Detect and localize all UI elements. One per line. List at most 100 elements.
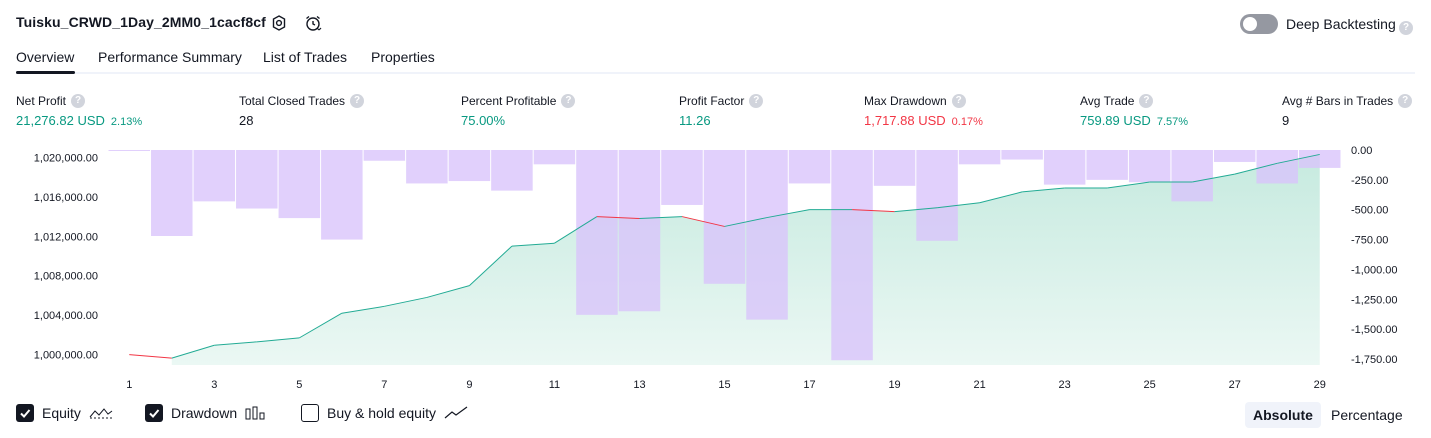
trend-line-icon (444, 406, 468, 419)
strategy-title: Tuisku_CRWD_1Day_2MM0_1cacf8cf (16, 14, 266, 30)
equity-line-segment (299, 312, 343, 339)
question-icon[interactable]: ? (561, 94, 576, 108)
equity-line-segment (171, 344, 215, 359)
drawdown-label: Drawdown (171, 405, 238, 421)
drawdown-bar (193, 150, 236, 202)
metric-label: Max Drawdown (864, 94, 947, 108)
absolute-button[interactable]: Absolute (1245, 402, 1321, 428)
question-icon[interactable]: ? (350, 94, 365, 108)
tab-overview[interactable]: Overview (16, 49, 75, 65)
y-right-tick-label: -250.00 (1351, 175, 1388, 187)
drawdown-bar (746, 150, 788, 320)
drawdown-bar (533, 150, 576, 165)
equity-label: Equity (42, 405, 81, 421)
drawdown-bar (1128, 150, 1171, 183)
x-tick-label: 7 (381, 379, 387, 390)
x-tick-label: 25 (1144, 379, 1156, 390)
equity-line-segment (129, 354, 172, 359)
drawdown-bar (108, 150, 151, 151)
question-icon[interactable]: ? (1139, 94, 1154, 108)
metric-label: Percent Profitable (461, 94, 557, 108)
alarm-clock-icon-glyph (306, 15, 322, 31)
equity-line-segment (426, 285, 470, 298)
metric-label: Net Profit (16, 94, 67, 108)
percentage-button[interactable]: Percentage (1331, 407, 1403, 423)
equity-line-segment (1277, 153, 1320, 164)
equity-line-segment (894, 207, 938, 213)
x-tick-label: 9 (466, 379, 472, 390)
metric-value: 21,276.82 USD (16, 113, 105, 128)
metric-max-drawdown: Max Drawdown? 1,717.88 USD 0.17% (864, 94, 983, 128)
y-left-tick-label: 1,004,000.00 (34, 310, 98, 322)
metric-value: 28 (239, 113, 254, 128)
settings-icon[interactable] (269, 13, 289, 33)
metric-label: Avg Trade (1080, 94, 1135, 108)
toggle-knob (1243, 17, 1257, 31)
metric-value: 759.89 USD (1080, 113, 1151, 128)
drawdown-bar (661, 150, 703, 205)
x-tick-label: 19 (888, 379, 900, 390)
drawdown-bar (151, 150, 193, 236)
legend-drawdown[interactable]: Drawdown (145, 404, 267, 422)
question-icon[interactable]: ? (1399, 21, 1413, 35)
metric-label: Profit Factor (679, 94, 745, 108)
metric-value: 1,717.88 USD (864, 113, 946, 128)
equity-line-segment (1234, 162, 1278, 175)
equity-line-icon (89, 408, 113, 419)
deep-backtesting-toggle[interactable] (1240, 14, 1278, 34)
x-tick-label: 5 (296, 379, 302, 390)
drawdown-bar (788, 150, 831, 184)
x-tick-label: 21 (973, 379, 985, 390)
deep-backtesting-label: Deep Backtesting (1286, 16, 1396, 32)
question-icon[interactable]: ? (1398, 94, 1413, 108)
tab-properties[interactable]: Properties (371, 49, 435, 65)
alarm-clock-icon[interactable] (303, 13, 323, 33)
buyhold-checkbox[interactable] (301, 404, 319, 422)
equity-line-segment (511, 242, 555, 247)
drawdown-bar (491, 150, 533, 191)
y-right-tick-label: -1,000.00 (1351, 264, 1397, 276)
legend-buy-hold-equity[interactable]: Buy & hold equity (301, 404, 468, 422)
equity-drawdown-chart[interactable]: 1,020,000.00 1,016,000.00 1,012,000.00 1,00… (0, 140, 1431, 390)
y-left-tick-label: 1,016,000.00 (34, 192, 98, 204)
drawdown-bar (1171, 150, 1213, 202)
equity-line-segment (384, 296, 427, 307)
equity-line-segment (1107, 181, 1150, 189)
equity-area (171, 154, 1320, 365)
question-icon[interactable]: ? (749, 94, 764, 108)
drawdown-bar (831, 150, 873, 361)
equity-line-segment (681, 216, 725, 227)
x-tick-label: 27 (1229, 379, 1241, 390)
y-right-tick-label: -750.00 (1351, 235, 1388, 247)
tab-performance-summary[interactable]: Performance Summary (98, 49, 242, 65)
metric-percent: 0.17% (951, 116, 983, 128)
question-icon[interactable]: ? (71, 94, 86, 108)
y-left-tick-label: 1,008,000.00 (34, 271, 98, 283)
tab-list-of-trades[interactable]: List of Trades (263, 49, 348, 65)
x-tick-label: 17 (803, 379, 815, 390)
question-icon[interactable]: ? (951, 94, 966, 108)
y-right-tick-label: -1,250.00 (1351, 294, 1397, 306)
legend-equity[interactable]: Equity (16, 404, 113, 422)
equity-line-segment (852, 209, 895, 213)
drawdown-bar (1043, 150, 1086, 185)
settings-icon-glyph (272, 15, 286, 31)
equity-line-segment (979, 191, 1023, 204)
equity-line-segment (639, 216, 683, 220)
equity-line-segment (256, 337, 300, 343)
drawdown-bar (1086, 150, 1128, 180)
metric-avg-trade: Avg Trade? 759.89 USD 7.57% (1080, 94, 1188, 128)
equity-line-segment (937, 202, 980, 209)
drawdown-bar (703, 150, 746, 284)
drawdown-checkbox[interactable] (145, 404, 163, 422)
drawdown-bar (448, 150, 491, 182)
x-tick-label: 15 (718, 379, 730, 390)
metric-value: 11.26 (679, 113, 711, 128)
deep-backtesting-help: ? (1399, 17, 1413, 35)
equity-checkbox[interactable] (16, 404, 34, 422)
y-right-tick-label: -1,750.00 (1351, 354, 1397, 366)
metric-percent: 2.13% (110, 116, 143, 128)
bar-chart-icon (245, 406, 265, 420)
y-left-tick-label: 1,020,000.00 (34, 152, 98, 164)
equity-line-segment (724, 217, 768, 227)
